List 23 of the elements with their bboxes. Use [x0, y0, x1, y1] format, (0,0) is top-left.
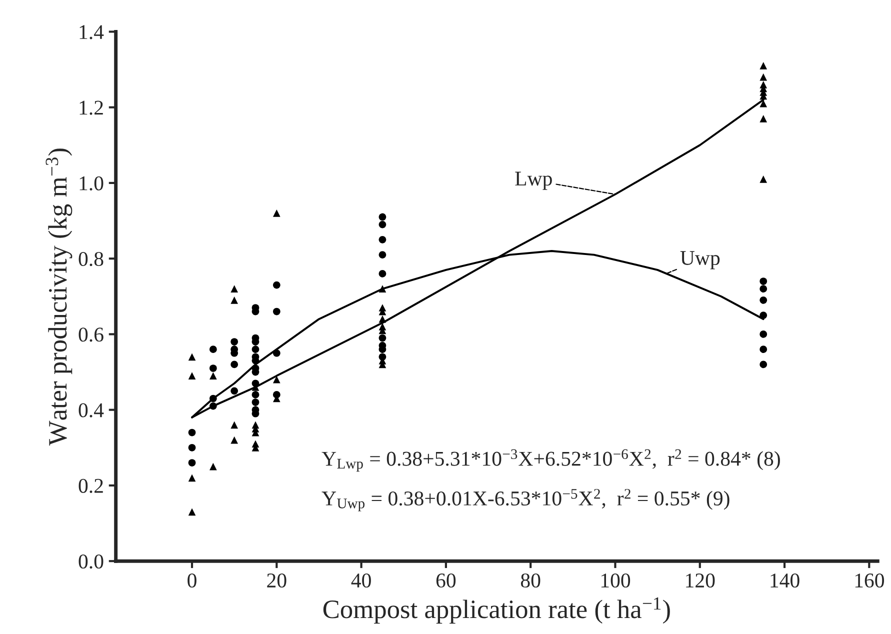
x-tick-label: 0	[188, 574, 196, 588]
y-tick-label: 0.6	[78, 328, 104, 342]
y-tick-label: 1.4	[80, 25, 104, 40]
x-tick-label: 120	[686, 574, 715, 588]
x-axis-title: Compost application rate (t ha$^{−1}$)	[323, 597, 670, 624]
text: Y$_{Lwp}$ = 0.38+5.31*10$^{−3}$X+6.52*10$^{−6}$X$^{2}$, r$^{2}$ = 0.84* (8)	[322, 449, 780, 472]
x-tick-label: 160	[855, 574, 884, 588]
x-tick-label: 100	[601, 574, 630, 588]
y-tick-label: 0.2	[78, 478, 103, 493]
x-tick-label: 20	[267, 574, 286, 588]
annotation: Lwp	[515, 172, 552, 190]
x-tick-label: 60	[436, 574, 456, 588]
y-tick-label: 1.0	[80, 176, 104, 190]
x-tick-label: 80	[520, 574, 540, 588]
y-tick-label: 0.0	[78, 554, 104, 569]
y-axis-title: Water productivity (kg m$^{−3}$)	[46, 148, 72, 446]
x-tick-label: 40	[351, 574, 371, 588]
y-tick-label: 1.2	[80, 100, 103, 115]
annotation: Uwp	[680, 251, 720, 270]
y-tick-label: 0.4	[78, 403, 104, 418]
text: Y$_{Uwp}$ = 0.38+0.01X-6.53*10$^{−5}$X$^{2}$, r$^{2}$ = 0.55* (9)	[322, 488, 730, 512]
x-tick-label: 140	[770, 574, 800, 588]
y-tick-label: 0.8	[78, 252, 104, 266]
